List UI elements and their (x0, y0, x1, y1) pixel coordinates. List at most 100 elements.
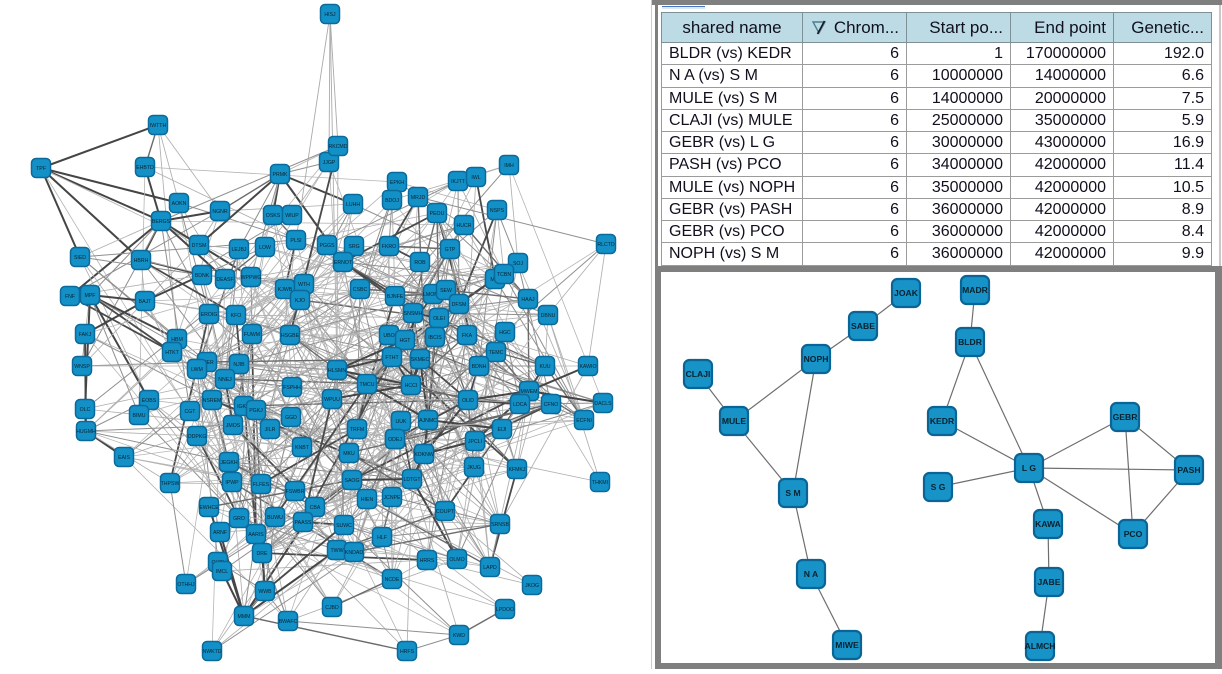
svg-text:PRMK: PRMK (273, 172, 289, 178)
svg-text:JJGP: JJGP (323, 160, 336, 166)
svg-text:FKA: FKA (462, 333, 473, 339)
svg-text:OTHHJ: OTHHJ (177, 582, 195, 588)
svg-text:IWTTH: IWTTH (150, 123, 167, 129)
svg-text:AJNMC: AJNMC (419, 418, 437, 424)
svg-text:MULE: MULE (722, 416, 747, 426)
svg-text:JPCLI: JPCLI (468, 439, 482, 445)
svg-text:OSKS: OSKS (266, 213, 281, 219)
svg-text:THKMI: THKMI (592, 480, 608, 486)
svg-text:OLEI: OLEI (433, 316, 445, 322)
svg-text:CSBC: CSBC (353, 287, 368, 293)
svg-text:LUHH: LUHH (346, 202, 360, 208)
svg-text:OLID: OLID (462, 398, 474, 404)
svg-text:FAKJ: FAKJ (79, 332, 92, 338)
svg-text:KFO: KFO (231, 313, 242, 319)
svg-text:EROIG: EROIG (201, 312, 218, 318)
svg-text:HSGBE: HSGBE (281, 333, 300, 339)
svg-text:SKMEC: SKMEC (411, 357, 430, 363)
svg-text:FUWM: FUWM (244, 332, 260, 338)
svg-text:DBNU: DBNU (541, 313, 556, 319)
svg-text:GGD: GGD (285, 415, 297, 421)
svg-text:AOKN: AOKN (172, 201, 187, 207)
svg-text:UBO: UBO (383, 333, 394, 339)
svg-text:HTKT: HTKT (165, 350, 179, 356)
svg-text:GRO: GRO (233, 516, 245, 522)
svg-text:PEOU: PEOU (430, 211, 445, 217)
svg-text:WPPWG: WPPWG (241, 275, 262, 281)
svg-text:MADR: MADR (962, 285, 989, 295)
svg-text:ROB: ROB (414, 260, 426, 266)
svg-text:LOW: LOW (259, 245, 271, 251)
svg-text:BAJT: BAJT (139, 299, 153, 305)
svg-text:FNF: FNF (65, 294, 75, 300)
svg-text:SNSMH: SNSMH (404, 311, 423, 317)
svg-text:RKCMD: RKCMD (328, 144, 347, 150)
svg-text:NSREM: NSREM (203, 398, 222, 404)
svg-text:LAPD: LAPD (483, 565, 497, 571)
svg-text:HBM: HBM (171, 337, 183, 343)
svg-text:JILR: JILR (265, 427, 276, 433)
svg-text:CFNO: CFNO (544, 402, 559, 408)
svg-text:BUWU: BUWU (267, 515, 283, 521)
svg-text:JKUG: JKUG (467, 465, 481, 471)
svg-text:KEDR: KEDR (930, 416, 955, 426)
svg-text:NWKTD: NWKTD (202, 649, 221, 655)
svg-text:SIED: SIED (74, 255, 86, 261)
svg-text:ERNOT: ERNOT (334, 260, 353, 266)
svg-text:HIEN: HIEN (361, 497, 374, 503)
svg-text:JCNPE: JCNPE (383, 495, 401, 501)
svg-text:KJWB: KJWB (278, 287, 293, 293)
svg-text:CGT: CGT (185, 409, 197, 415)
svg-text:ECFNI: ECFNI (576, 418, 592, 424)
svg-text:KNBT: KNBT (295, 445, 310, 451)
svg-text:PLSI: PLSI (290, 238, 301, 244)
svg-text:BDNK: BDNK (195, 273, 210, 279)
svg-text:HGT: HGT (400, 338, 412, 344)
svg-text:IWL: IWL (471, 175, 480, 181)
svg-text:NOPH: NOPH (804, 354, 829, 364)
svg-text:DTSM: DTSM (192, 243, 207, 249)
svg-text:FSWBR: FSWBR (286, 489, 305, 495)
svg-text:CLAJI: CLAJI (686, 369, 711, 379)
svg-text:HUCR: HUCR (457, 223, 472, 229)
svg-text:HRRS: HRRS (420, 558, 435, 564)
svg-text:ALMCH: ALMCH (1024, 641, 1055, 651)
svg-text:DACLS: DACLS (594, 401, 612, 407)
svg-text:FSPHH: FSPHH (283, 385, 301, 391)
svg-text:KFMKJ: KFMKJ (508, 467, 525, 473)
svg-text:CBA: CBA (310, 505, 321, 511)
svg-text:KUU: KUU (540, 364, 551, 370)
svg-text:BJNFE: BJNFE (387, 294, 404, 300)
svg-text:HBRH: HBRH (134, 258, 149, 264)
svg-text:SRG: SRG (348, 244, 359, 250)
svg-text:EAIS: EAIS (118, 455, 130, 461)
svg-text:NGNR: NGNR (212, 209, 228, 215)
svg-text:NJIB: NJIB (233, 362, 245, 368)
svg-text:FKRO: FKRO (382, 244, 396, 250)
svg-text:KNDAD: KNDAD (345, 550, 363, 556)
svg-text:BIMU: BIMU (133, 413, 146, 419)
svg-text:TRFM: TRFM (350, 427, 364, 433)
svg-text:BDNH: BDNH (472, 364, 487, 370)
svg-text:LWM: LWM (191, 367, 203, 373)
svg-text:SABE: SABE (851, 321, 875, 331)
svg-text:FTHT: FTHT (385, 355, 399, 361)
svg-text:ODEJ: ODEJ (388, 437, 402, 443)
svg-text:IGKW: IGKW (237, 404, 251, 410)
svg-text:LEJBJ: LEJBJ (232, 247, 247, 253)
svg-text:DFSM: DFSM (452, 302, 467, 308)
svg-text:SRNSB: SRNSB (491, 522, 509, 528)
svg-text:WIUP: WIUP (285, 213, 299, 219)
svg-text:UUK: UUK (396, 419, 407, 425)
svg-text:ODPKG: ODPKG (188, 434, 207, 440)
svg-text:N A: N A (804, 569, 818, 579)
svg-text:JABE: JABE (1038, 577, 1061, 587)
svg-text:KAWA: KAWA (1035, 519, 1061, 529)
svg-text:HRFS: HRFS (400, 649, 415, 655)
svg-text:MPF: MPF (85, 293, 96, 299)
svg-text:SEW: SEW (440, 288, 452, 294)
svg-text:MIWE: MIWE (835, 640, 859, 650)
svg-text:PASH: PASH (1177, 465, 1200, 475)
svg-text:WPUU: WPUU (324, 397, 340, 403)
svg-text:EHBTD: EHBTD (136, 165, 154, 171)
